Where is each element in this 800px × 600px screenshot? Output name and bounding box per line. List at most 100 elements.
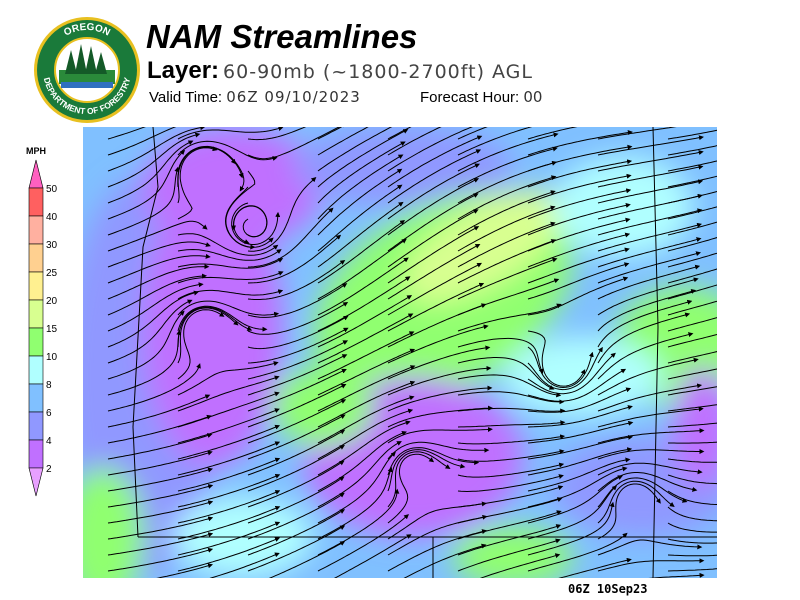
streamline xyxy=(387,529,488,572)
streamline xyxy=(387,385,493,412)
streamline xyxy=(107,394,211,428)
streamline xyxy=(667,129,717,140)
streamline xyxy=(107,547,214,572)
oregon-department-of-forestry-logo: OREGON DEPARTMENT OF FORESTRY xyxy=(34,17,140,123)
streamline xyxy=(317,365,416,412)
streamline xyxy=(597,477,688,508)
streamline xyxy=(667,554,717,557)
streamline xyxy=(247,127,348,160)
streamline xyxy=(597,164,704,188)
streamlines xyxy=(107,127,717,578)
streamline xyxy=(527,501,615,556)
streamline xyxy=(247,445,345,492)
streamline xyxy=(317,168,403,236)
streamline xyxy=(317,129,409,188)
streamline xyxy=(387,449,466,492)
streamline xyxy=(317,220,406,284)
legend-swatch xyxy=(28,187,44,217)
streamline xyxy=(317,514,409,572)
streamline xyxy=(668,441,717,444)
streamline xyxy=(527,405,633,428)
streamline xyxy=(667,404,717,412)
streamline xyxy=(107,140,194,204)
streamline xyxy=(107,282,204,332)
streamline xyxy=(387,127,442,156)
streamline xyxy=(527,368,627,402)
layer-label: Layer: xyxy=(147,57,220,84)
streamline xyxy=(667,160,717,172)
streamline xyxy=(177,537,281,572)
streamline xyxy=(177,424,280,460)
streamline xyxy=(107,220,208,252)
streamline xyxy=(597,237,702,268)
streamline xyxy=(247,492,345,540)
streamline xyxy=(156,563,214,578)
streamline xyxy=(667,568,717,572)
streamline xyxy=(107,310,185,380)
streamline xyxy=(107,264,210,300)
streamline xyxy=(317,201,404,268)
streamline xyxy=(247,234,342,284)
streamline xyxy=(247,259,346,300)
streamline xyxy=(667,422,717,428)
streamline xyxy=(457,391,565,405)
legend-tick-label: 20 xyxy=(46,296,58,307)
streamline xyxy=(667,506,717,522)
legend-arrow-bottom xyxy=(28,467,44,497)
streamline xyxy=(527,434,634,460)
legend-tick-label: 8 xyxy=(46,380,52,391)
legend-swatch xyxy=(28,327,44,357)
streamline xyxy=(247,414,346,460)
valid-time: Valid Time: 06Z 09/10/2023 xyxy=(149,88,361,106)
streamline xyxy=(667,175,717,188)
streamline xyxy=(527,387,632,413)
streamline xyxy=(597,472,698,492)
legend-swatch xyxy=(28,215,44,245)
streamline xyxy=(597,299,693,348)
streamline xyxy=(457,127,488,140)
layer-info: Layer: 60-90mb (~1800-2700ft) AGL xyxy=(147,57,533,85)
streamline xyxy=(317,466,393,540)
streamline xyxy=(457,524,562,556)
streamline xyxy=(107,299,193,364)
forecast-hour-value: 00 xyxy=(523,88,543,106)
streamline xyxy=(457,434,566,445)
streamline xyxy=(317,276,411,332)
streamline xyxy=(107,127,146,140)
streamline xyxy=(597,193,703,220)
streamline xyxy=(527,475,623,524)
streamline xyxy=(107,450,213,476)
forecast-hour-label: Forecast Hour: xyxy=(420,89,520,106)
streamline xyxy=(597,483,661,540)
streamline xyxy=(317,154,404,220)
streamline xyxy=(597,150,704,172)
legend-swatch xyxy=(28,383,44,413)
streamline xyxy=(457,132,559,172)
streamline xyxy=(667,538,717,544)
streamline xyxy=(387,163,480,220)
streamline xyxy=(457,190,556,236)
streamline xyxy=(317,380,416,428)
streamline xyxy=(457,221,556,268)
legend-swatch xyxy=(28,243,44,273)
streamline xyxy=(247,354,348,396)
streamline xyxy=(317,127,343,140)
streamline xyxy=(597,558,705,572)
streamline xyxy=(177,306,253,348)
legend-swatch xyxy=(28,439,44,469)
streamline xyxy=(527,485,617,540)
streamline xyxy=(247,460,345,508)
streamline xyxy=(597,449,705,460)
streamline xyxy=(457,407,566,414)
page-title: NAM Streamlines xyxy=(146,18,418,55)
streamline xyxy=(457,337,544,374)
streamline xyxy=(667,252,717,268)
streamline xyxy=(527,202,631,236)
streamline xyxy=(177,248,282,261)
streamline xyxy=(177,505,281,540)
streamline xyxy=(177,233,279,256)
streamline xyxy=(387,244,481,300)
streamline xyxy=(667,368,717,380)
layer-value: 60-90mb (~1800-2700ft) AGL xyxy=(223,61,533,83)
streamline xyxy=(317,141,406,204)
